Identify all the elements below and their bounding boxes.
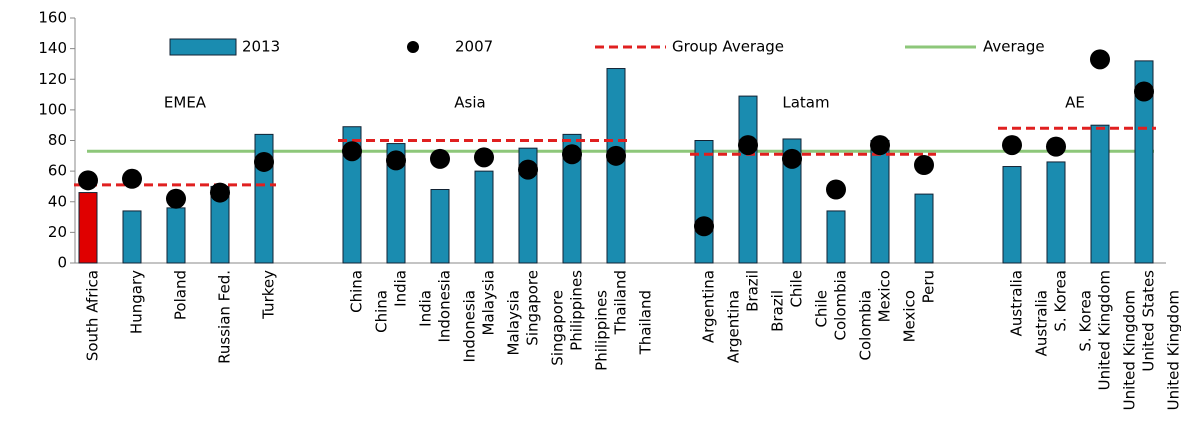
- x-tick-label: Malaysia: [480, 270, 498, 336]
- dot: [694, 216, 714, 237]
- bar: [694, 140, 714, 264]
- x-tick-label-shadow: Mexico: [901, 290, 919, 342]
- dot: [914, 155, 934, 175]
- bar: [1134, 60, 1154, 264]
- x-tick-label: Hungary: [128, 270, 146, 334]
- x-tick-label-shadow: S. Korea: [1077, 290, 1095, 352]
- legend-label: 2007: [455, 38, 493, 56]
- legend-label: 2013: [242, 38, 280, 56]
- bar: [870, 140, 890, 264]
- x-tick-label-shadow: Brazil: [769, 290, 787, 332]
- x-tick-label: Mexico: [876, 270, 894, 322]
- group-label: EMEA: [164, 94, 207, 112]
- x-tick-label: Turkey: [260, 270, 278, 320]
- x-tick-label-shadow: Philippines: [593, 290, 611, 371]
- x-tick-label-shadow: United Kingdom: [1165, 290, 1181, 410]
- x-tick-label: Philippines: [568, 270, 586, 351]
- y-tick-label: 20: [48, 223, 67, 241]
- dot: [518, 159, 538, 180]
- x-tick-label: S. Korea: [1052, 270, 1070, 332]
- x-tick-label: Russian Fed.: [216, 270, 234, 364]
- x-tick-label: Brazil: [744, 270, 762, 312]
- bar: [122, 210, 142, 264]
- y-tick-label: 160: [38, 9, 67, 27]
- dot: [210, 182, 230, 203]
- y-tick-label: 100: [38, 100, 67, 118]
- dot: [738, 135, 758, 156]
- legend-label: Average: [983, 38, 1045, 56]
- bar: [782, 138, 802, 264]
- x-tick-label-shadow: China: [373, 290, 391, 333]
- dot: [826, 179, 846, 200]
- dot: [78, 170, 98, 191]
- x-tick-label-shadow: Thailand: [637, 290, 655, 355]
- x-tick-label: India: [392, 270, 410, 307]
- bar: [430, 189, 450, 264]
- legend-swatch: [407, 41, 419, 53]
- dot: [1090, 49, 1110, 70]
- x-tick-label: Argentina: [700, 270, 718, 343]
- x-tick-label: Thailand: [612, 270, 630, 335]
- dot: [386, 150, 406, 171]
- y-tick-label: 0: [57, 254, 67, 272]
- x-tick-label: United States: [1140, 270, 1158, 372]
- dot: [562, 144, 582, 165]
- x-tick-label-shadow: Argentina: [725, 290, 743, 363]
- bar: [166, 207, 186, 264]
- dot: [430, 148, 450, 169]
- legend-label: Group Average: [672, 38, 784, 56]
- x-tick-label: Colombia: [832, 270, 850, 341]
- x-tick-label-shadow: Malaysia: [505, 290, 523, 356]
- dot: [342, 141, 362, 162]
- dot: [1134, 81, 1154, 102]
- bar: [78, 192, 98, 264]
- y-tick-label: 60: [48, 162, 67, 180]
- dot: [254, 151, 274, 172]
- bar: [914, 193, 934, 264]
- bar: [738, 95, 758, 264]
- x-tick-label: China: [348, 270, 366, 313]
- x-tick-label-shadow: Chile: [813, 290, 831, 328]
- bar: [1090, 124, 1110, 264]
- legend-swatch: [169, 38, 237, 56]
- y-tick-label: 40: [48, 192, 67, 210]
- dot: [1002, 135, 1022, 156]
- x-tick-label: Indonesia: [436, 270, 454, 343]
- x-tick-label: Australia: [1008, 270, 1026, 336]
- y-tick-label: 120: [38, 70, 67, 88]
- group-label: Latam: [782, 94, 829, 112]
- x-tick-label-shadow: Indonesia: [461, 290, 479, 363]
- x-tick-label: Poland: [172, 270, 190, 320]
- dot: [1046, 136, 1066, 157]
- bar: [342, 126, 362, 264]
- y-tick-label: 140: [38, 39, 67, 57]
- dot: [606, 145, 626, 166]
- bar: [562, 133, 582, 264]
- x-tick-label-shadow: United Kingdom: [1121, 290, 1139, 410]
- dot: [122, 168, 142, 189]
- dot: [782, 148, 802, 169]
- bar: [826, 210, 846, 264]
- x-tick-label-shadow: Colombia: [857, 290, 875, 361]
- dot: [474, 147, 494, 168]
- x-tick-label: Chile: [788, 270, 806, 308]
- dot: [870, 135, 890, 156]
- bar: [474, 170, 494, 264]
- bar: [1002, 166, 1022, 264]
- dot: [166, 188, 186, 209]
- y-tick-label: 80: [48, 131, 67, 149]
- bar: [386, 143, 406, 264]
- group-label: Asia: [454, 94, 485, 112]
- x-tick-label-shadow: India: [417, 290, 435, 327]
- x-tick-label: Singapore: [524, 270, 542, 346]
- group-label: AE: [1065, 94, 1085, 112]
- x-tick-label-shadow: Australia: [1033, 290, 1051, 356]
- x-tick-label: United Kingdom: [1096, 270, 1114, 390]
- x-tick-label: Peru: [920, 270, 938, 303]
- x-tick-label-shadow: Singapore: [549, 290, 567, 366]
- x-tick-label: South Africa: [84, 270, 102, 361]
- bar: [1046, 161, 1066, 264]
